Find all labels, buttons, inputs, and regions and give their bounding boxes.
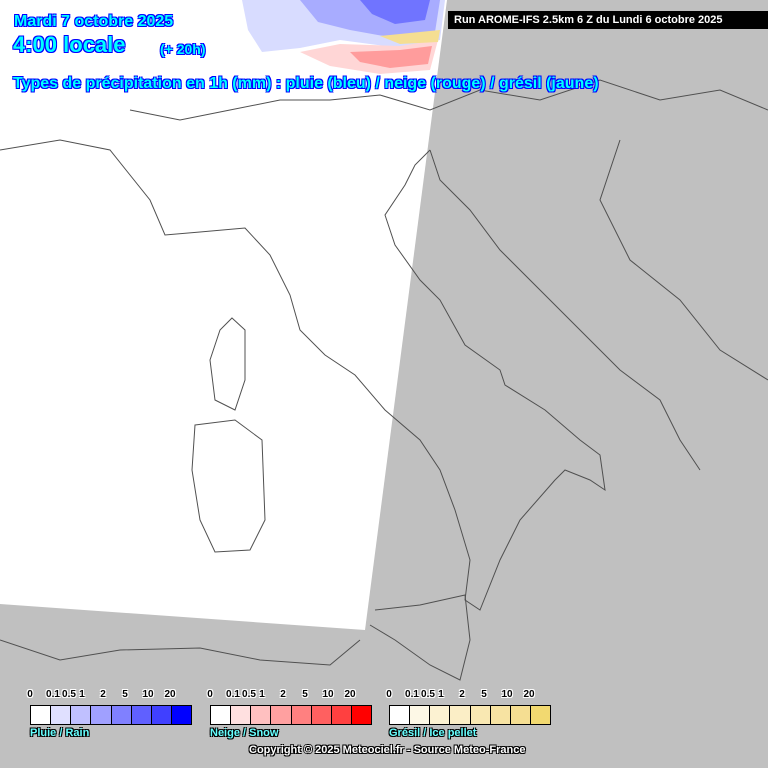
- legend-rain: 0 0.1 0.5 1 2 5 10 20 Pluie / Rain: [27, 689, 192, 739]
- legend-tick-label: 5: [302, 689, 308, 700]
- legend-tick-label: 5: [481, 689, 487, 700]
- legend-snow-ticks: 0 0.1 0.5 1 2 5 10 20: [207, 689, 372, 705]
- legend-color-swatch: [291, 706, 312, 724]
- legend-color-swatch: [231, 706, 252, 724]
- forecast-date: Mardi 7 octobre 2025: [14, 13, 174, 30]
- copyright-notice: Copyright © 2025 Meteociel.fr - Source M…: [249, 744, 526, 756]
- corsica-coastline: [209, 317, 246, 411]
- legend-tick-label: 0: [27, 689, 33, 700]
- legend-color-swatch: [271, 706, 292, 724]
- italy-coastline: [0, 139, 606, 611]
- legend-color-swatch: [410, 706, 431, 724]
- legend-tick-label: 0: [207, 689, 213, 700]
- legend-tick-label: 10: [142, 689, 154, 700]
- legend-color-swatch: [131, 706, 152, 724]
- legend-tick-label: 0.5: [242, 689, 256, 700]
- coastlines-borders: [0, 79, 768, 681]
- legend-color-swatch: [151, 706, 172, 724]
- legend-tick-label: 20: [164, 689, 176, 700]
- legend-color-swatch: [111, 706, 132, 724]
- legend-tick-label: 5: [122, 689, 128, 700]
- legend-color-swatch: [171, 706, 191, 724]
- legend-color-swatch: [51, 706, 72, 724]
- legend-color-swatch: [331, 706, 352, 724]
- legend-color-swatch: [71, 706, 92, 724]
- north-africa-coastline: [0, 639, 361, 666]
- legend-color-swatch: [390, 706, 411, 724]
- legend-color-swatch: [91, 706, 112, 724]
- forecast-lead-time: (+ 20h): [160, 41, 206, 57]
- legend-color-swatch: [430, 706, 451, 724]
- legend-color-swatch: [211, 706, 232, 724]
- rain-heavy-area: [360, 0, 430, 24]
- legend-tick-label: 0.1: [46, 689, 60, 700]
- balkan-coastline: [429, 149, 701, 471]
- legend-snow-label: Neige / Snow: [210, 727, 279, 739]
- legend-tick-label: 0.1: [226, 689, 240, 700]
- ice-pellet-area: [380, 30, 440, 44]
- legend-ice-pellet-ticks: 0 0.1 0.5 1 2 5 10 20: [386, 689, 551, 705]
- legend-color-swatch: [470, 706, 491, 724]
- snow-moderate-area: [350, 46, 432, 68]
- legend-tick-label: 10: [501, 689, 513, 700]
- map-subtitle: Types de précipitation en 1h (mm) : plui…: [13, 75, 599, 92]
- forecast-time: 4:00 locale: [13, 32, 126, 57]
- legend-color-swatch: [530, 706, 550, 724]
- legend-tick-label: 10: [322, 689, 334, 700]
- legend-tick-label: 2: [280, 689, 286, 700]
- sardinia-coastline: [191, 419, 266, 553]
- legend-color-swatch: [490, 706, 511, 724]
- model-run-label: Run AROME-IFS 2.5km 6 Z du Lundi 6 octob…: [448, 11, 768, 29]
- legend-tick-label: 0: [386, 689, 392, 700]
- legend-ice-pellet-label: Grésil / Ice pellet: [389, 727, 477, 739]
- model-domain-area: [0, 0, 447, 630]
- legend-tick-label: 1: [259, 689, 265, 700]
- legend-tick-label: 0.5: [62, 689, 76, 700]
- legend-color-swatch: [311, 706, 332, 724]
- legend-rain-ticks: 0 0.1 0.5 1 2 5 10 20: [27, 689, 192, 705]
- legend-color-swatch: [251, 706, 272, 724]
- legend-tick-label: 2: [459, 689, 465, 700]
- legend-rain-label: Pluie / Rain: [30, 727, 90, 739]
- legend-color-swatch: [450, 706, 471, 724]
- legend-ice-pellet-colorbar: [389, 705, 551, 725]
- legend-tick-label: 2: [100, 689, 106, 700]
- precipitation-field: [242, 0, 445, 74]
- legend-tick-label: 1: [79, 689, 85, 700]
- legend-rain-colorbar: [30, 705, 192, 725]
- legend-ice-pellet: 0 0.1 0.5 1 2 5 10 20 Grésil / Ice pellet: [386, 689, 551, 739]
- legend-snow-colorbar: [210, 705, 372, 725]
- legend-color-swatch: [351, 706, 371, 724]
- legend-tick-label: 20: [523, 689, 535, 700]
- alpine-borders: [129, 79, 768, 121]
- legend-color-swatch: [31, 706, 52, 724]
- sicily-coastline: [369, 594, 471, 681]
- legend-tick-label: 0.5: [421, 689, 435, 700]
- legend-tick-label: 0.1: [405, 689, 419, 700]
- legend-tick-label: 1: [438, 689, 444, 700]
- inland-borders: [599, 139, 768, 381]
- legend-tick-label: 20: [344, 689, 356, 700]
- legend-color-swatch: [510, 706, 531, 724]
- legend-snow: 0 0.1 0.5 1 2 5 10 20 Neige / Snow: [207, 689, 372, 739]
